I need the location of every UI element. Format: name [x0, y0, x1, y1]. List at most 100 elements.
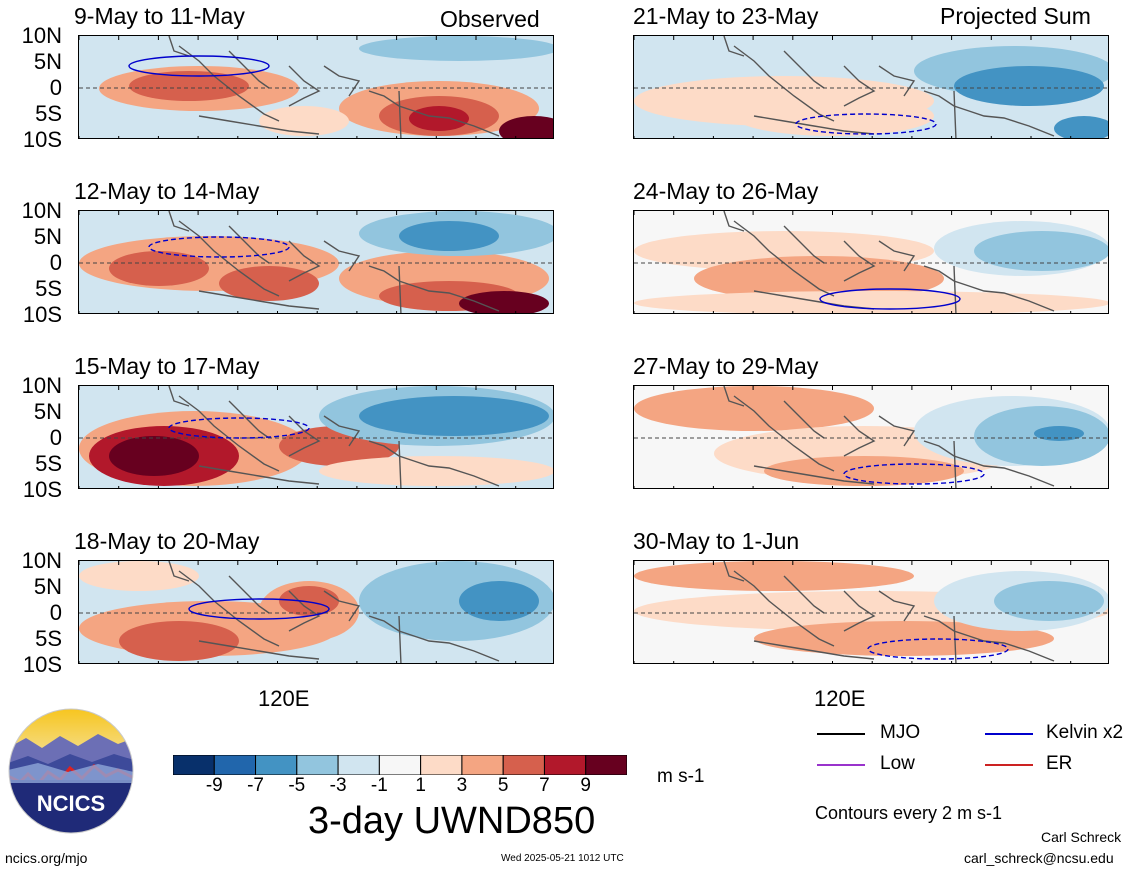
lat-label: 0 — [49, 250, 62, 275]
kelvin-contour — [188, 598, 330, 620]
kelvin-contour — [843, 463, 985, 485]
longitude-label-right: 120E — [814, 686, 866, 711]
anomaly-region — [1054, 116, 1108, 138]
colorbar-tick: -9 — [205, 775, 223, 796]
logo-text: NCICS — [37, 791, 105, 816]
coastline — [723, 36, 1055, 138]
figure-title: 3-day UWND850 — [308, 800, 596, 842]
map-panel-3 — [78, 210, 554, 314]
legend-kelvin-line — [985, 733, 1033, 735]
coastline — [723, 561, 1055, 663]
colorbar-bin — [255, 755, 298, 775]
legend-contour-note: Contours every 2 m s-1 — [815, 803, 1003, 823]
anomaly-region — [359, 561, 553, 641]
colorbar-tick: 9 — [580, 775, 591, 796]
panel-title-7: 18-May to 20-May — [74, 528, 260, 554]
footer-site: ncics.org/mjo — [5, 850, 88, 866]
anomaly-region — [359, 396, 549, 436]
colorbar-tick: 5 — [497, 775, 509, 796]
map-panel-3-fields — [79, 211, 553, 313]
lat-label: 5N — [33, 49, 62, 74]
colorbar-bin — [502, 755, 545, 775]
anomaly-region — [319, 456, 553, 486]
lat-label: 10N — [21, 548, 62, 573]
panel-title-1: 9-May to 11-May — [74, 3, 245, 29]
lat-label: 10S — [22, 302, 62, 327]
kelvin-contour — [168, 417, 310, 439]
kelvin-contour — [867, 638, 1009, 660]
lat-label: 5S — [35, 276, 62, 301]
panel-title-6: 27-May to 29-May — [633, 353, 819, 379]
ncics-logo: NCICS — [8, 708, 134, 834]
anomaly-region — [1034, 426, 1084, 441]
lat-label: 5S — [35, 626, 62, 651]
legend-er-label: ER — [1046, 753, 1073, 774]
anomaly-region — [219, 266, 319, 301]
lat-label: 5S — [35, 451, 62, 476]
lat-label: 0 — [49, 425, 62, 450]
projected-sum-label: Projected Sum — [940, 3, 1091, 29]
lat-label: 10S — [22, 477, 62, 502]
legend-low-line — [817, 764, 865, 766]
colorbar-bin — [543, 755, 587, 775]
legend-er-line — [985, 764, 1033, 766]
coastline — [168, 211, 500, 313]
colorbar-bin — [585, 755, 627, 775]
anomaly-region — [499, 116, 553, 138]
anomaly-region — [634, 291, 1108, 313]
anomaly-region — [459, 581, 539, 621]
anomaly-region — [359, 36, 553, 61]
map-panel-7-fields — [79, 561, 553, 663]
kelvin-contour — [148, 236, 290, 258]
anomaly-region — [459, 291, 549, 313]
observed-label: Observed — [440, 6, 540, 32]
anomaly-region — [734, 96, 934, 136]
colorbar-bin — [296, 755, 339, 775]
anomaly-region — [409, 106, 469, 131]
anomaly-region — [129, 71, 249, 101]
map-panel-7 — [78, 560, 554, 664]
colorbar-tick: -7 — [247, 775, 264, 796]
panel-title-3: 12-May to 14-May — [74, 178, 260, 204]
lat-label: 5N — [33, 574, 62, 599]
anomaly-region — [994, 581, 1104, 621]
kelvin-contour — [819, 288, 961, 310]
anomaly-region — [954, 66, 1104, 106]
colorbar-tick: 3 — [456, 775, 468, 796]
legend-low-label: Low — [880, 753, 915, 774]
colorbar-bin — [420, 755, 463, 775]
map-panel-8-fields — [634, 561, 1108, 663]
lat-label: 10N — [21, 373, 62, 398]
anomaly-region — [974, 231, 1108, 271]
map-panel-2-fields — [634, 36, 1108, 138]
coastline — [168, 36, 500, 138]
footer-author: Carl Schreck — [1041, 829, 1122, 845]
colorbar-bin — [213, 755, 257, 775]
anomaly-region — [109, 251, 209, 286]
longitude-label-left: 120E — [258, 686, 310, 711]
map-panel-4 — [633, 210, 1109, 314]
footer-timestamp: Wed 2025-05-21 1012 UTC — [501, 853, 624, 864]
kelvin-contour — [795, 113, 937, 135]
panel-title-4: 24-May to 26-May — [633, 178, 819, 204]
legend-kelvin-label: Kelvin x2 — [1046, 722, 1124, 743]
anomaly-region — [634, 561, 914, 591]
map-panel-4-fields — [634, 211, 1108, 313]
colorbar-tick: -3 — [329, 775, 347, 796]
colorbar-bin — [461, 755, 504, 775]
anomaly-region — [279, 586, 339, 616]
map-panel-6-fields — [634, 386, 1108, 488]
map-panel-2 — [633, 35, 1109, 139]
legend-mjo-label: MJO — [880, 722, 921, 743]
footer-email: carl_schreck@ncsu.edu — [964, 850, 1114, 866]
panel-title-5: 15-May to 17-May — [74, 353, 260, 379]
colorbar-tick: 7 — [539, 775, 550, 796]
colorbar-bin — [173, 755, 215, 775]
lat-label: 10N — [21, 198, 62, 223]
colorbar-tick: -1 — [370, 775, 388, 796]
colorbar — [173, 755, 627, 775]
anomaly-region — [119, 621, 239, 661]
panel-title-8: 30-May to 1-Jun — [633, 528, 800, 554]
map-panel-1-fields — [79, 36, 553, 138]
panel-title-2: 21-May to 23-May — [633, 3, 819, 29]
